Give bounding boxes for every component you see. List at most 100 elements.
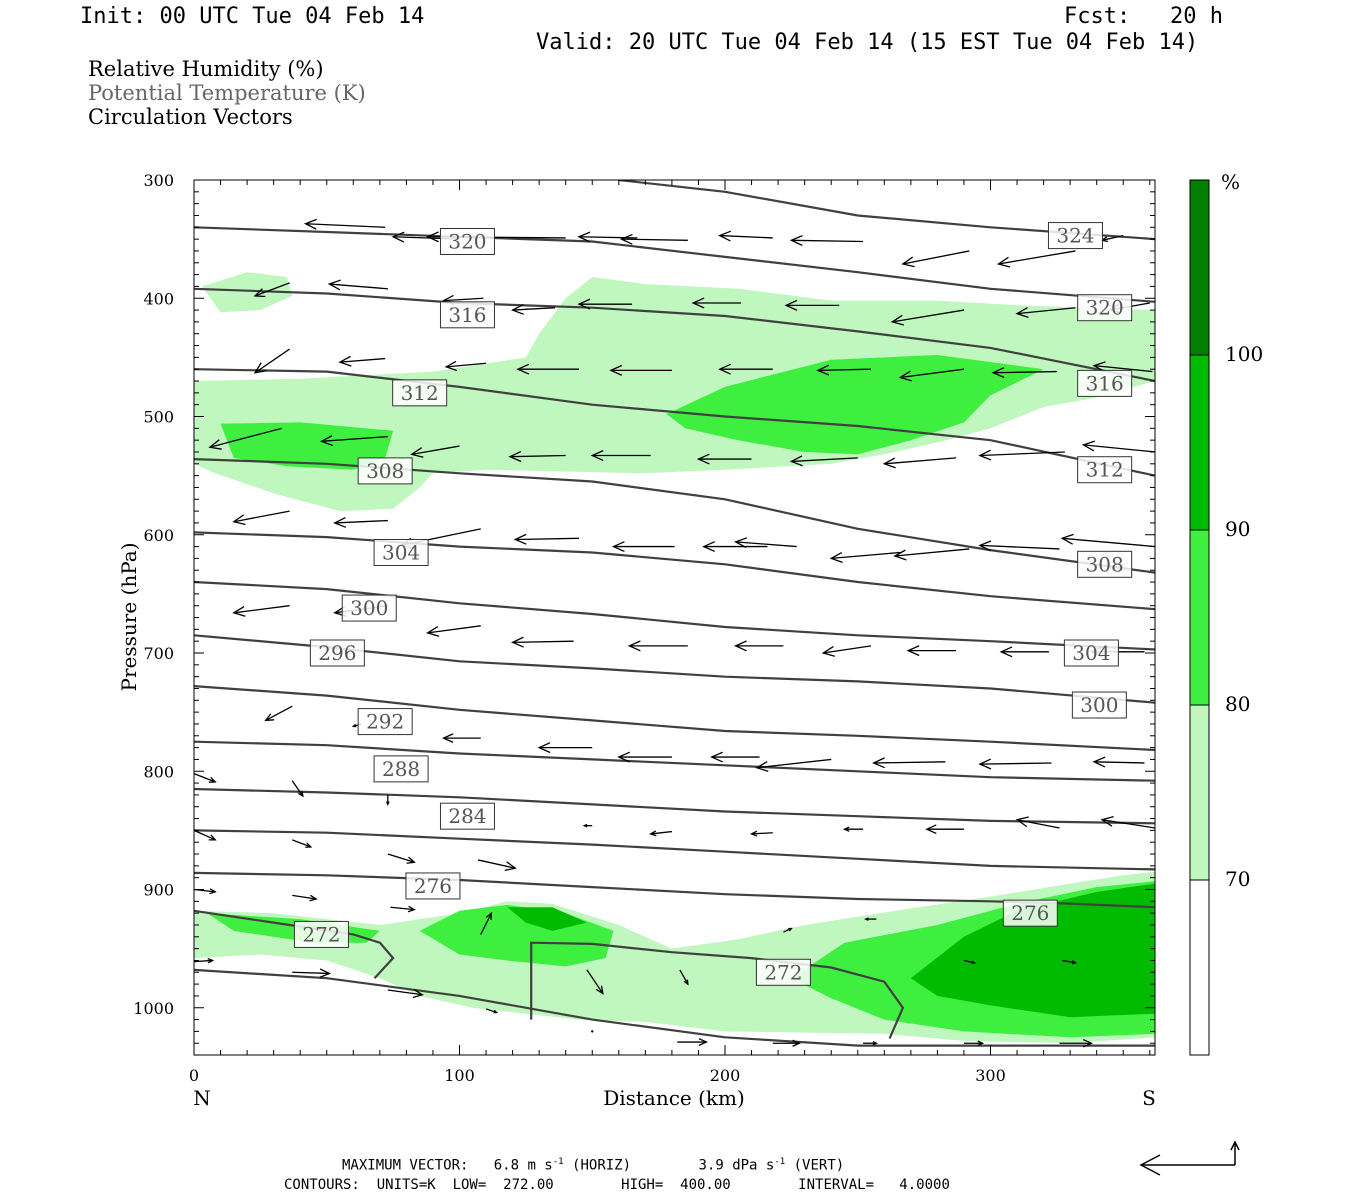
vector-shaft <box>586 969 604 994</box>
vector-head <box>784 299 798 311</box>
contour-label-box <box>405 872 461 900</box>
circulation-vector <box>577 231 638 243</box>
vector-shaft <box>902 250 970 265</box>
vector-shaft <box>963 959 975 964</box>
vector-head <box>611 541 625 553</box>
contour-label-292: 292 <box>357 708 413 736</box>
max-vector-footer: MAXIMUM VECTOR: 6.8 m s-1 (HORIZ) 3.9 dP… <box>342 1157 844 1174</box>
vector-shaft <box>233 605 290 614</box>
circulation-vector <box>194 829 217 841</box>
y-tick-label: 400 <box>143 289 174 308</box>
contour-label-324: 324 <box>1047 222 1103 250</box>
contour-label-304: 304 <box>1063 639 1119 667</box>
contour-label-text: 288 <box>382 757 420 781</box>
vector-head <box>609 364 623 376</box>
vector-shaft <box>515 537 579 541</box>
vector-head <box>391 231 405 243</box>
circulation-vector <box>508 450 566 462</box>
contour-label-box <box>1077 294 1133 322</box>
circulation-vector <box>991 367 1057 379</box>
circulation-vector <box>718 363 773 375</box>
circulation-vector <box>1015 816 1060 829</box>
contour-label-box <box>1047 222 1103 250</box>
vector-shaft <box>998 250 1076 265</box>
contour-label-box <box>341 594 397 622</box>
circulation-vector <box>677 1038 709 1046</box>
vector-head <box>582 823 588 828</box>
vector-shaft <box>894 548 970 557</box>
circulation-vector <box>264 705 293 722</box>
max-horiz-value: 6.8 m s <box>493 1157 553 1174</box>
vector-shaft <box>979 762 1052 765</box>
vector-head <box>702 541 715 553</box>
circulation-vector <box>208 427 282 450</box>
circulation-vector <box>390 905 416 913</box>
circulation-vector <box>291 780 304 798</box>
circulation-vector <box>387 989 424 999</box>
contour-label-296: 296 <box>309 639 365 667</box>
contour-label-308: 308 <box>1077 550 1133 578</box>
vector-head <box>734 537 748 549</box>
vector-head <box>872 757 885 769</box>
vector-shaft <box>719 234 773 239</box>
vector-shaft <box>443 297 484 302</box>
vector-shaft <box>390 906 415 911</box>
circulation-vector <box>1081 440 1155 453</box>
circulation-vector <box>194 773 217 783</box>
circulation-vector <box>1100 815 1155 829</box>
vector-head <box>977 1040 985 1046</box>
circulation-vector <box>410 445 460 458</box>
vector-head <box>1015 816 1029 828</box>
circulation-vector <box>829 551 901 563</box>
circulation-vector <box>978 758 1052 770</box>
circulation-vector <box>901 250 970 268</box>
vector-head <box>513 533 527 545</box>
vector-head <box>1082 1038 1093 1048</box>
max-vert-exponent: -1 <box>774 1157 786 1167</box>
circulation-vector <box>292 839 313 848</box>
vector-head <box>207 958 215 964</box>
circulation-vector <box>963 1040 985 1046</box>
field-label-vectors: Circulation Vectors <box>88 105 293 129</box>
y-axis-label: Pressure (hPa) <box>117 543 141 692</box>
vector-shaft <box>291 780 304 797</box>
vector-head <box>590 450 604 462</box>
circulation-vector <box>1092 361 1153 373</box>
circulation-vector <box>511 304 556 315</box>
circulation-vector <box>591 1030 594 1033</box>
contour-label-284: 284 <box>439 802 495 830</box>
vector-shaft <box>831 551 901 560</box>
field-label-rh: Relative Humidity (%) <box>88 57 324 81</box>
contour-label-box <box>373 538 429 566</box>
colorbar-segment <box>1190 705 1209 880</box>
vector-head <box>816 364 830 376</box>
circulation-vector <box>890 309 965 326</box>
y-tick-label: 600 <box>143 526 174 545</box>
circulation-vector <box>783 927 793 933</box>
circulation-vector <box>1015 307 1076 319</box>
vector-shaft <box>1101 234 1124 241</box>
vector-head <box>309 894 318 902</box>
circulation-vector <box>232 605 290 617</box>
x-tick-label: 200 <box>710 1066 741 1085</box>
vector-shaft <box>477 859 516 869</box>
vector-shaft <box>679 969 689 985</box>
colorbar-label: 90 <box>1225 517 1250 541</box>
vector-shaft <box>1016 819 1060 829</box>
circulation-vector <box>898 368 965 382</box>
vector-head <box>333 516 347 528</box>
vector-head <box>710 751 723 763</box>
contour-label-312: 312 <box>1077 456 1133 484</box>
theta-contour-284 <box>194 787 1155 825</box>
vector-head <box>305 842 313 848</box>
circulation-vector <box>789 455 858 467</box>
vector-head <box>1081 440 1096 452</box>
x-tick-label: 0 <box>189 1066 199 1085</box>
vector-head <box>508 450 522 462</box>
circulation-vector <box>734 537 797 549</box>
x-end-label-north: N <box>193 1086 211 1110</box>
vector-head <box>971 960 977 965</box>
vector-shaft <box>209 427 282 448</box>
vector-shaft <box>339 357 386 363</box>
contour-label-text: 304 <box>1072 641 1110 665</box>
